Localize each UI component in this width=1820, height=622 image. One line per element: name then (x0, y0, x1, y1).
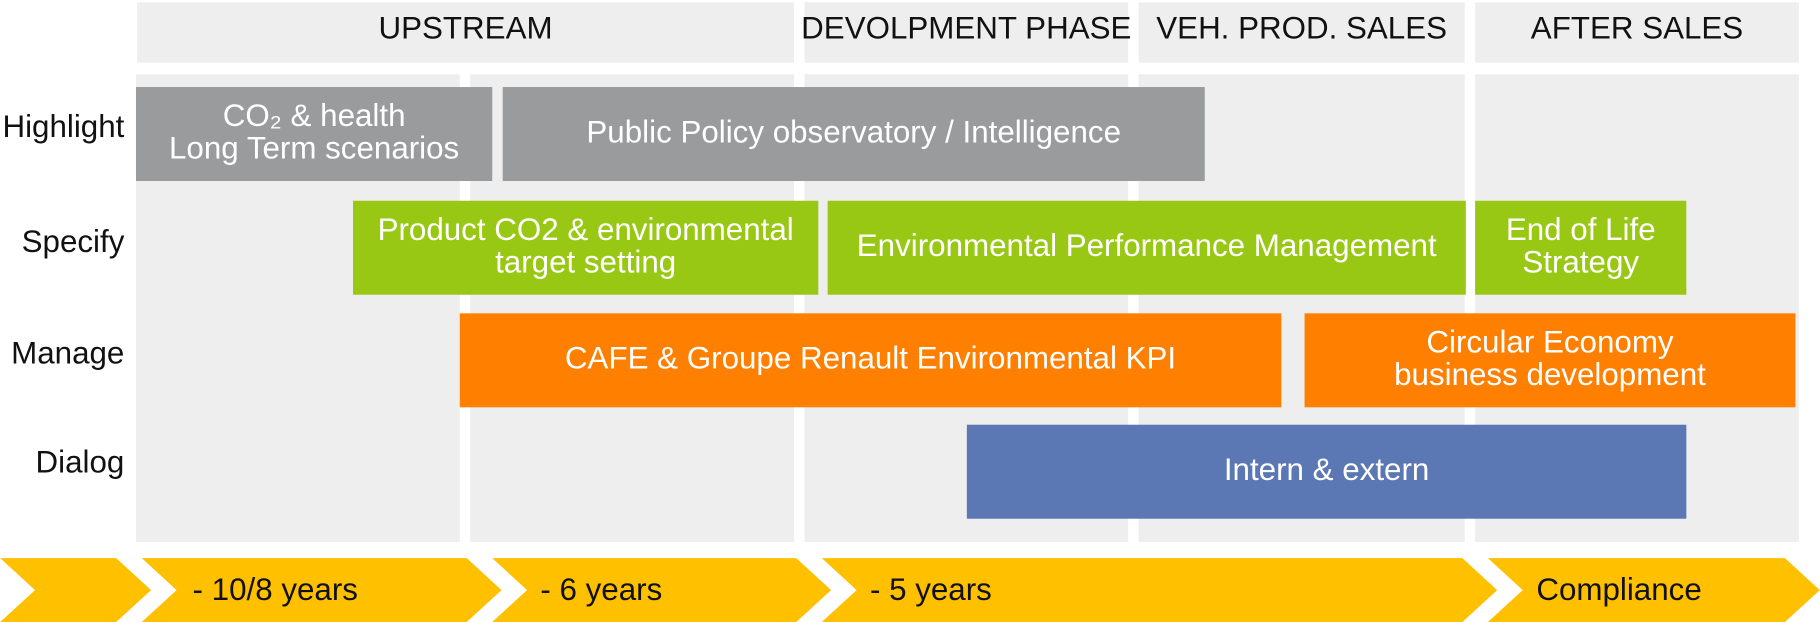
bar (966, 424, 1687, 519)
bar-label: CO₂ & health (223, 98, 406, 133)
timeline-label: - 10/8 years (193, 572, 358, 607)
bar (135, 87, 493, 182)
phase-label: VEH. PROD. SALES (1156, 10, 1447, 45)
bar-label: Public Policy observatory / Intelligence (586, 114, 1121, 149)
timeline-chevron (492, 558, 832, 622)
phase-label: UPSTREAM (379, 10, 553, 45)
timeline-label: Compliance (1536, 572, 1701, 607)
timeline-chevron (141, 558, 502, 622)
timeline-chevron (1487, 558, 1820, 622)
phase-header (1475, 2, 1799, 63)
timeline-label: - 6 years (540, 572, 662, 607)
phase-label: DEVOLPMENT PHASE (801, 10, 1131, 45)
row-label: Manage (11, 335, 124, 370)
bar-label: CAFE & Groupe Renault Environmental KPI (565, 341, 1176, 376)
bar (502, 87, 1205, 182)
bar-label: business development (1394, 357, 1706, 392)
bar (1304, 313, 1796, 408)
phase-header (804, 2, 1129, 63)
timeline-chevron (821, 558, 1498, 622)
bar-label: Product CO2 & environmental (378, 212, 794, 247)
phase-label: AFTER SALES (1531, 10, 1743, 45)
row-label: Specify (22, 224, 125, 259)
row-label: Highlight (2, 109, 124, 144)
timeline-chevron (0, 558, 152, 622)
bar-label: Strategy (1522, 244, 1639, 279)
row-label: Dialog (36, 444, 125, 479)
bar-label: target setting (495, 244, 676, 279)
timeline-label: - 5 years (870, 572, 992, 607)
bar-label: Circular Economy (1426, 324, 1674, 359)
phase-header (137, 2, 794, 63)
bar (827, 200, 1466, 295)
bar-label: Intern & extern (1224, 452, 1429, 487)
bar-label: Long Term scenarios (169, 131, 459, 166)
bar-label: Environmental Performance Management (857, 228, 1437, 263)
bar (1475, 200, 1687, 295)
phase-header (1138, 2, 1465, 63)
bar-label: End of Life (1506, 212, 1656, 247)
bar (352, 200, 819, 295)
bar (459, 313, 1282, 408)
